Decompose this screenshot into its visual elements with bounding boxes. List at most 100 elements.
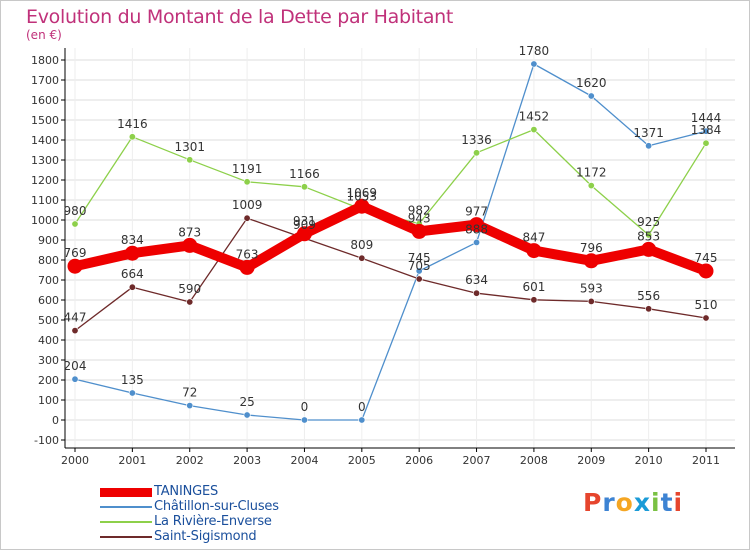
- data-point-chatillon-sur-cluses: [243, 411, 251, 419]
- logo-letter: o: [615, 488, 634, 517]
- data-label-taninges: 834: [121, 233, 144, 247]
- data-point-la-riviere-enverse: [243, 178, 251, 186]
- logo-letter: r: [602, 488, 616, 517]
- series-line-chatillon-sur-cluses: [74, 63, 707, 421]
- data-point-chatillon-sur-cluses: [530, 60, 538, 68]
- legend-swatch-taninges: [100, 487, 152, 497]
- data-label-chatillon-sur-cluses: 1620: [576, 76, 607, 90]
- legend-item-saint-sigismond: Saint-Sigismond: [100, 529, 340, 544]
- logo-letter: t: [660, 488, 674, 517]
- data-label-chatillon-sur-cluses: 72: [182, 386, 197, 400]
- data-label-saint-sigismond: 556: [637, 289, 660, 303]
- data-label-chatillon-sur-cluses: 25: [239, 395, 254, 409]
- legend-label-chatillon: Châtillon-sur-Cluses: [154, 499, 279, 514]
- y-tick-label: 900: [38, 234, 59, 247]
- data-point-chatillon-sur-cluses: [415, 267, 423, 275]
- x-tick-label: 2008: [520, 454, 548, 467]
- y-tick-label: 1400: [31, 134, 59, 147]
- data-label-la-riviere-enverse: 980: [64, 204, 87, 218]
- logo-letter: x: [633, 488, 651, 517]
- y-tick-label: 700: [38, 274, 59, 287]
- legend-swatch-saint-sigismond: [100, 536, 152, 538]
- legend-swatch-riviere-enverse: [100, 521, 152, 523]
- x-tick-label: 2009: [577, 454, 605, 467]
- data-label-chatillon-sur-cluses: 204: [64, 359, 87, 373]
- data-point-taninges: [239, 259, 255, 275]
- data-label-taninges: 745: [695, 251, 718, 265]
- data-point-saint-sigismond: [530, 296, 538, 304]
- data-label-saint-sigismond: 705: [408, 259, 431, 273]
- data-point-chatillon-sur-cluses: [587, 92, 595, 100]
- y-tick-label: 0: [52, 414, 59, 427]
- x-tick-label: 2005: [348, 454, 376, 467]
- data-point-chatillon-sur-cluses: [128, 389, 136, 397]
- data-label-la-riviere-enverse: 1301: [174, 140, 205, 154]
- data-label-la-riviere-enverse: 1452: [519, 110, 550, 124]
- data-point-saint-sigismond: [702, 314, 710, 322]
- logo-letter: i: [651, 488, 661, 517]
- data-point-chatillon-sur-cluses: [702, 127, 710, 135]
- data-point-taninges: [641, 241, 657, 257]
- data-point-taninges: [469, 217, 485, 233]
- data-label-chatillon-sur-cluses: 745: [408, 251, 431, 265]
- data-label-saint-sigismond: 1009: [232, 198, 263, 212]
- legend-item-riviere-enverse: La Rivière-Enverse: [100, 514, 340, 529]
- series-line-saint-sigismond: [74, 217, 707, 332]
- data-label-taninges: 847: [522, 231, 545, 245]
- data-point-taninges: [182, 237, 198, 253]
- y-tick-label: 400: [38, 334, 59, 347]
- y-tick-label: 100: [38, 394, 59, 407]
- data-point-la-riviere-enverse: [587, 182, 595, 190]
- x-tick-label: 2010: [635, 454, 663, 467]
- data-point-taninges: [583, 253, 599, 269]
- data-label-taninges: 769: [64, 246, 87, 260]
- data-label-la-riviere-enverse: 1191: [232, 162, 263, 176]
- data-label-chatillon-sur-cluses: 1780: [519, 44, 550, 58]
- data-point-chatillon-sur-cluses: [186, 402, 194, 410]
- x-tick-label: 2006: [405, 454, 433, 467]
- data-point-saint-sigismond: [587, 297, 595, 305]
- legend-label-saint-sigismond: Saint-Sigismond: [154, 529, 257, 544]
- data-label-taninges: 873: [178, 225, 201, 239]
- data-point-chatillon-sur-cluses: [300, 416, 308, 424]
- data-point-saint-sigismond: [128, 283, 136, 291]
- y-tick-label: 1700: [31, 74, 59, 87]
- y-tick-label: 800: [38, 254, 59, 267]
- data-label-taninges: 943: [408, 211, 431, 225]
- data-label-saint-sigismond: 809: [350, 238, 373, 252]
- data-label-la-riviere-enverse: 982: [408, 204, 431, 218]
- data-label-taninges: 763: [236, 247, 259, 261]
- x-tick-label: 2001: [118, 454, 146, 467]
- y-tick-label: 1100: [31, 194, 59, 207]
- data-label-la-riviere-enverse: 1384: [691, 123, 722, 137]
- x-tick-label: 2002: [176, 454, 204, 467]
- data-label-la-riviere-enverse: 1172: [576, 166, 607, 180]
- data-point-la-riviere-enverse: [71, 220, 79, 228]
- data-label-saint-sigismond: 601: [522, 280, 545, 294]
- data-label-saint-sigismond: 510: [695, 298, 718, 312]
- proxiti-logo: Proxiti: [583, 488, 683, 517]
- data-label-saint-sigismond: 664: [121, 267, 144, 281]
- logo-letter: P: [583, 488, 603, 517]
- chart-title: Evolution du Montant de la Dette par Hab…: [26, 6, 454, 28]
- x-tick-label: 2011: [692, 454, 720, 467]
- data-point-taninges: [296, 226, 312, 242]
- x-tick-label: 2007: [463, 454, 491, 467]
- data-point-taninges: [354, 198, 370, 214]
- data-label-chatillon-sur-cluses: 1371: [633, 126, 664, 140]
- y-tick-label: 1500: [31, 114, 59, 127]
- data-label-taninges: 853: [637, 229, 660, 243]
- data-label-chatillon-sur-cluses: 1444: [691, 111, 722, 125]
- data-point-saint-sigismond: [645, 305, 653, 313]
- y-tick-label: 1800: [31, 54, 59, 67]
- data-point-la-riviere-enverse: [300, 183, 308, 191]
- data-point-saint-sigismond: [243, 214, 251, 222]
- y-tick-label: 200: [38, 374, 59, 387]
- data-label-la-riviere-enverse: 1336: [461, 133, 492, 147]
- legend-label-riviere-enverse: La Rivière-Enverse: [154, 514, 272, 529]
- data-point-la-riviere-enverse: [473, 149, 481, 157]
- chart-unit: (en €): [26, 28, 62, 42]
- data-label-chatillon-sur-cluses: 0: [358, 400, 366, 414]
- data-point-chatillon-sur-cluses: [358, 416, 366, 424]
- legend-item-chatillon: Châtillon-sur-Cluses: [100, 499, 340, 514]
